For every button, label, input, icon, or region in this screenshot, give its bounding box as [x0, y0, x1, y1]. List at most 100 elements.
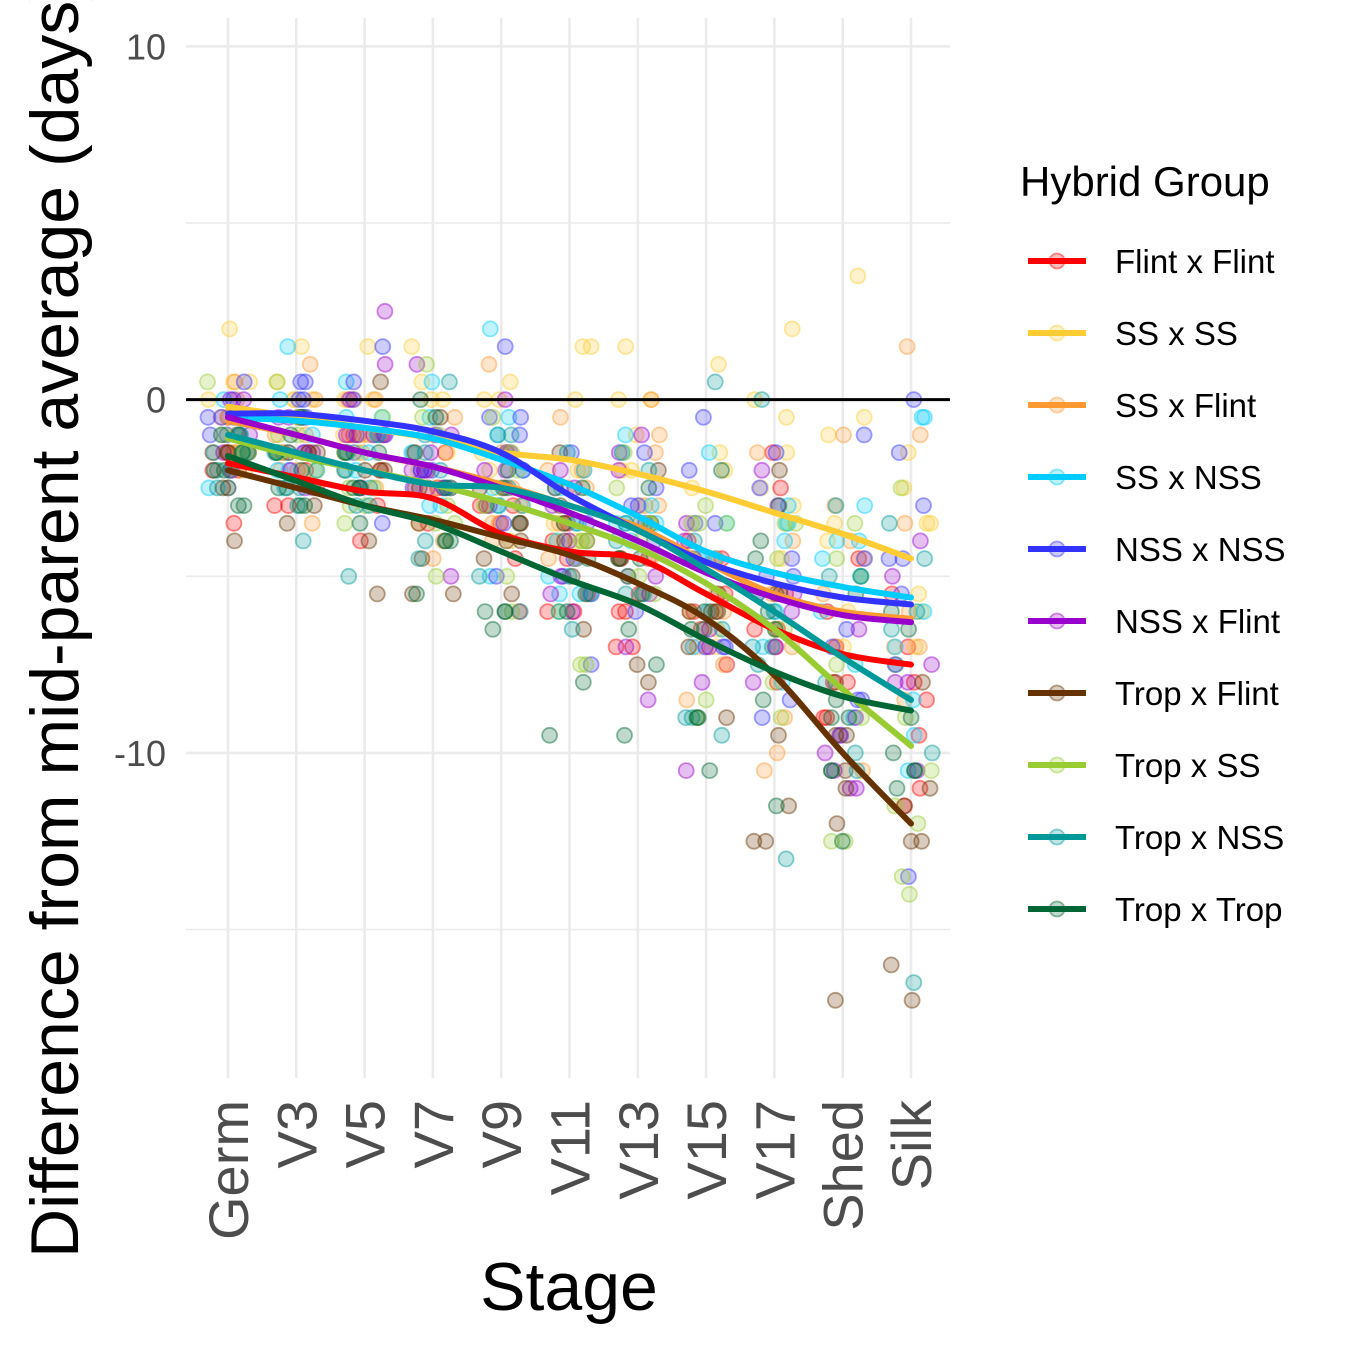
data-point [199, 408, 217, 426]
data-point [541, 726, 558, 744]
data-point [823, 832, 840, 850]
data-point [751, 479, 769, 497]
data-point [229, 497, 247, 515]
data-point [827, 497, 845, 515]
legend-label: Trop x Trop [1115, 891, 1283, 928]
data-point [578, 532, 596, 550]
data-point [225, 514, 243, 532]
data-point [266, 497, 284, 515]
data-point [826, 497, 844, 515]
series-line [225, 414, 914, 626]
data-point [841, 779, 859, 797]
data-point [783, 550, 801, 567]
data-point [677, 709, 695, 726]
data-point [911, 638, 928, 656]
data-point [502, 426, 520, 444]
legend-key-point [1048, 612, 1066, 630]
data-point [296, 373, 314, 391]
data-point [438, 444, 456, 462]
data-point [372, 373, 390, 391]
x-tick-label: V9 [470, 1100, 533, 1169]
data-point [444, 585, 462, 603]
data-point [487, 567, 505, 585]
data-point [835, 426, 852, 444]
data-point [776, 532, 794, 550]
data-point [434, 532, 452, 550]
data-point [916, 408, 933, 426]
axes: 10 0 -10 Germ V3 V5 V7 V9 V11 V13 V15 V17 Shed Silk [114, 26, 950, 1240]
data-point [695, 408, 712, 426]
data-point [208, 479, 226, 497]
data-point [881, 514, 898, 532]
data-point [754, 638, 772, 656]
data-point [902, 832, 920, 850]
data-point [373, 514, 391, 532]
data-point [279, 338, 297, 356]
data-point [414, 408, 431, 426]
data-point [627, 426, 645, 444]
data-point [503, 585, 521, 603]
data-point [764, 444, 782, 462]
data-point [511, 426, 529, 444]
data-point [895, 479, 913, 497]
data-point [905, 974, 923, 991]
data-point [642, 497, 660, 515]
data-point [706, 514, 724, 532]
data-point [416, 532, 434, 550]
data-point [496, 603, 514, 620]
data-point [292, 338, 310, 356]
data-point [610, 444, 628, 462]
data-point [899, 762, 917, 779]
legend-label: Trop x Flint [1115, 675, 1279, 712]
data-point [914, 673, 931, 691]
data-point [408, 355, 426, 373]
smooth-lines [225, 403, 914, 827]
data-point [556, 532, 573, 550]
legend-key-point [1048, 900, 1066, 918]
data-point [208, 461, 226, 479]
data-point [235, 373, 253, 391]
data-point [899, 444, 917, 462]
data-point [268, 373, 286, 391]
legend-key-point [1048, 468, 1066, 486]
series-line [225, 410, 914, 608]
data-point [201, 426, 219, 444]
data-point [905, 673, 923, 691]
data-point [607, 638, 625, 656]
data-point [510, 603, 528, 620]
data-point [235, 497, 253, 515]
data-point [640, 479, 658, 497]
data-point [688, 709, 706, 726]
data-point [550, 603, 568, 620]
data-point [205, 461, 223, 479]
data-point [847, 779, 865, 797]
data-point [884, 744, 902, 762]
data-point [714, 656, 732, 673]
data-point [582, 656, 600, 673]
data-point [512, 408, 530, 426]
data-point [691, 514, 708, 532]
data-point [707, 603, 725, 620]
data-point [582, 338, 600, 356]
data-point [336, 514, 354, 532]
data-point [578, 532, 596, 550]
data-point [511, 603, 529, 620]
data-point [754, 691, 772, 709]
data-point [856, 550, 873, 567]
data-point [923, 744, 941, 762]
data-point [376, 355, 394, 373]
data-point [496, 603, 514, 620]
data-point [615, 444, 633, 462]
legend-key-point [1048, 324, 1066, 342]
data-point [744, 673, 762, 691]
data-point [616, 726, 633, 744]
data-point [784, 532, 802, 550]
data-point [922, 514, 939, 532]
data-point [716, 461, 734, 479]
data-point [512, 514, 529, 532]
data-point [558, 603, 576, 620]
data-point [905, 726, 923, 744]
data-point [564, 603, 581, 620]
data-point [610, 603, 628, 620]
data-point [785, 497, 802, 515]
